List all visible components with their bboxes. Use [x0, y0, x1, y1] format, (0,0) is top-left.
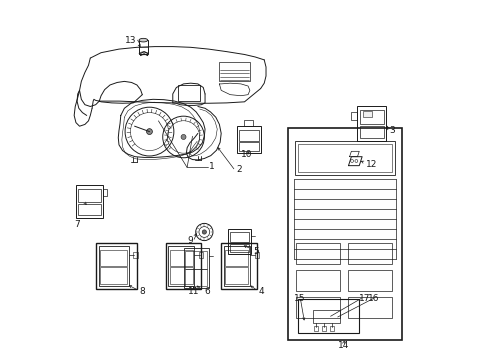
Text: 3: 3 — [388, 126, 394, 135]
Text: 15: 15 — [293, 294, 305, 303]
Bar — [184, 251, 207, 269]
Bar — [287, 128, 402, 339]
Bar — [359, 126, 383, 138]
Bar — [348, 243, 391, 264]
Bar — [230, 232, 248, 242]
Bar — [102, 189, 107, 196]
Bar — [96, 243, 137, 289]
Ellipse shape — [139, 39, 147, 42]
Bar — [350, 112, 357, 120]
Bar — [219, 62, 249, 81]
Bar — [254, 252, 258, 258]
Text: 1: 1 — [208, 162, 214, 171]
Text: 2: 2 — [236, 165, 242, 174]
Text: 11: 11 — [187, 287, 199, 296]
Bar — [294, 140, 394, 175]
Bar — [244, 120, 253, 126]
Text: 8: 8 — [140, 287, 145, 296]
Text: 12: 12 — [366, 161, 377, 170]
Text: 4: 4 — [258, 287, 264, 296]
Bar — [312, 310, 339, 323]
Circle shape — [181, 135, 185, 139]
Bar — [133, 252, 137, 258]
Bar — [78, 204, 101, 215]
Bar — [165, 243, 201, 289]
Text: 14: 14 — [337, 341, 348, 350]
Bar — [76, 185, 102, 218]
Bar — [178, 85, 199, 101]
Bar — [296, 297, 339, 318]
Text: 6: 6 — [204, 287, 210, 296]
Bar — [357, 107, 386, 140]
Bar — [321, 326, 325, 330]
Bar — [230, 244, 248, 252]
Bar — [298, 300, 359, 333]
Bar — [168, 247, 194, 285]
Bar — [224, 247, 249, 285]
Bar — [139, 40, 147, 54]
Bar — [199, 252, 203, 258]
Bar — [169, 249, 192, 266]
Bar — [362, 111, 371, 117]
Bar — [239, 130, 258, 140]
Bar — [100, 267, 127, 284]
Bar — [228, 229, 250, 253]
Bar — [184, 269, 207, 286]
Bar — [78, 189, 101, 202]
Circle shape — [146, 129, 152, 135]
Bar — [225, 249, 248, 266]
Bar — [329, 326, 333, 330]
Text: 9: 9 — [187, 237, 192, 246]
Bar — [359, 110, 383, 125]
Bar — [348, 297, 391, 318]
Text: 10: 10 — [241, 150, 252, 159]
Bar — [348, 270, 391, 291]
Bar — [296, 243, 339, 264]
Bar — [237, 126, 260, 153]
Text: 16: 16 — [367, 294, 379, 303]
Text: 13: 13 — [125, 36, 137, 45]
Bar — [100, 249, 127, 266]
Circle shape — [202, 230, 206, 234]
Bar — [183, 248, 208, 288]
Bar — [297, 144, 391, 172]
Bar — [225, 267, 248, 284]
Bar — [239, 142, 258, 151]
Bar — [313, 326, 318, 330]
Text: 7: 7 — [74, 220, 80, 229]
Text: 17: 17 — [359, 294, 370, 303]
Bar — [296, 270, 339, 291]
Bar — [169, 267, 192, 284]
Bar — [221, 243, 257, 289]
Text: 5: 5 — [253, 247, 259, 256]
Bar — [99, 247, 128, 285]
